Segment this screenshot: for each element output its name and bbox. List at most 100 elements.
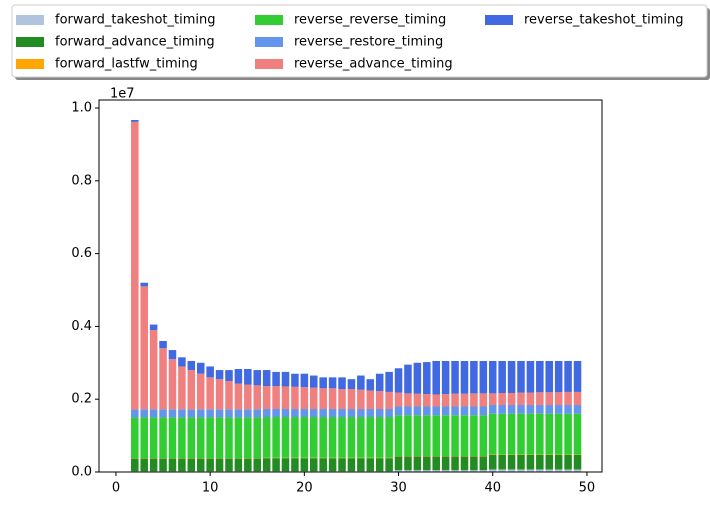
bar-segment [319,377,327,389]
bar-segment [168,350,177,360]
bar-segment [338,458,346,472]
bar-segment [300,417,309,458]
bar-segment [394,392,403,407]
bar-segment [517,360,525,393]
bar-segment [498,360,506,394]
bar-segment [253,458,262,472]
bar-segment [488,413,497,455]
bar-segment [347,417,356,458]
bar-segment [441,360,450,395]
bar-segment [423,394,431,407]
y-tick-label: 0.6 [71,246,92,261]
bar-segment [215,370,224,380]
bar-segment [159,348,167,410]
y-tick-label: 0.2 [71,392,92,407]
bar-segment [291,373,299,387]
bar-segment [262,417,271,458]
bar-segment [262,386,271,410]
bar-segment [554,360,563,393]
bar-segment [526,454,535,470]
bar-segment [309,458,318,472]
bar-segment [366,409,375,418]
bar-segment [413,362,422,394]
bar-segment [573,454,582,470]
legend [11,4,708,78]
bar-segment [131,417,139,459]
bar-segment [432,415,440,456]
bar-segment [573,413,582,455]
bar-segment [394,368,403,393]
bar-segment [178,357,186,367]
legend-swatch [255,59,283,69]
bar-segment [206,366,214,378]
bar-segment [385,417,393,458]
bar-segment [554,413,563,455]
bar-segment [328,409,337,418]
bar-segment [149,330,158,410]
bar-segment [300,387,309,410]
bar-segment [517,454,525,470]
bar-segment [545,469,554,472]
x-tick-label: 0 [112,481,120,496]
bar-segment [413,415,422,456]
bar-segment [394,470,403,472]
bar-segment [131,120,139,122]
bar-segment [159,409,167,418]
bar-segment [413,393,422,407]
bar-segment [149,409,158,418]
x-tick-label: 20 [296,481,313,496]
bar-segment [573,405,582,414]
bar-segment [394,456,403,471]
bar-segment [536,454,544,470]
bar-segment [441,406,450,416]
bar-segment [196,417,205,459]
bar-segment [536,360,544,393]
bar-segment [215,417,224,459]
bar-segment [149,324,158,331]
bar-segment [187,360,196,371]
bar-segment [319,458,327,472]
bar-segment [253,370,262,386]
bar-segment [460,456,469,471]
bar-segment [300,458,309,472]
x-tick-label: 50 [579,481,596,496]
bar-segment [573,360,582,392]
bar-segment [375,391,384,410]
bar-segment [432,406,440,416]
bar-segment [554,405,563,414]
bar-segment [149,458,158,472]
bar-segment [225,417,233,459]
bar-segment [178,458,186,472]
bar-segment [451,470,459,472]
bar-segment [206,409,214,418]
bar-segment [225,409,233,418]
bar-segment [413,406,422,416]
bar-segment [526,360,535,393]
bar-segment [536,392,544,406]
bar-segment [281,386,290,410]
bar-segment [479,393,488,407]
bar-segment [404,456,412,471]
bar-segment [309,409,318,418]
bar-segment [225,370,233,382]
legend-label: reverse_advance_timing [294,57,453,72]
bar-segment [159,458,167,472]
bar-segment [281,458,290,472]
bar-segment [460,360,469,394]
bar-segment [253,409,262,418]
bar-segment [225,458,233,472]
bar-segment [441,394,450,407]
bar-segment [366,417,375,458]
bar-segment [536,413,544,455]
bar-segment [168,417,177,459]
bar-segment [234,383,243,410]
bar-segment [488,405,497,414]
bar-segment [347,389,356,410]
bar-segment [498,454,506,470]
bar-segment [507,454,516,470]
bar-segment [470,456,478,471]
bar-segment [328,377,337,389]
bar-segment [526,405,535,414]
bar-segment [347,458,356,472]
